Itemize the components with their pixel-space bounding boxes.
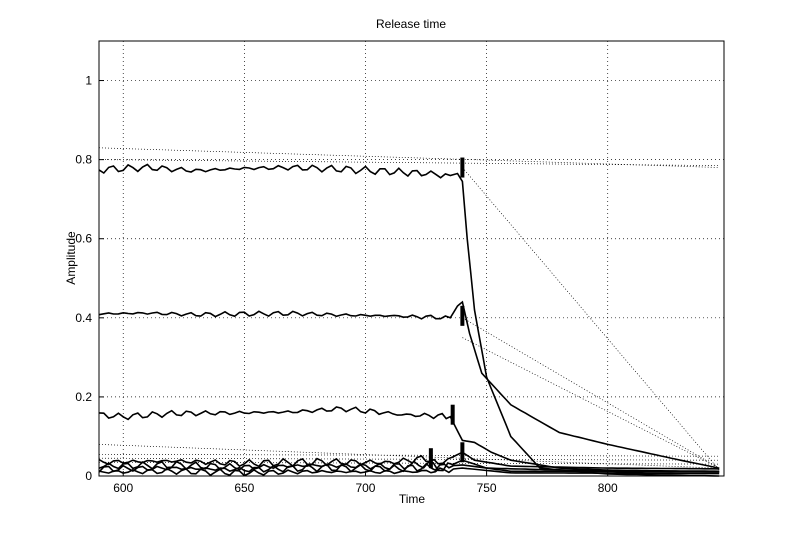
series-layer	[98, 147, 720, 477]
series-dotted-line	[98, 453, 720, 457]
series-dotted-line	[98, 159, 720, 166]
y-tick-label: 0.6	[75, 232, 92, 246]
chart-title: Release time	[376, 17, 446, 31]
y-tick-label: 0.4	[75, 311, 92, 325]
y-tick-label: 0	[85, 469, 92, 483]
series-line	[98, 300, 720, 469]
release-marker	[460, 442, 465, 463]
x-tick-label: 600	[113, 481, 133, 495]
series-line	[98, 467, 720, 477]
release-marker	[460, 305, 465, 326]
y-tick-label: 1	[85, 74, 92, 88]
x-tick-label: 750	[477, 481, 497, 495]
series-dotted-line	[98, 461, 720, 465]
x-tick-label: 700	[355, 481, 375, 495]
release-marker	[428, 448, 433, 469]
series-dotted-line	[98, 147, 720, 168]
axis-ticks: 600 650 700 750 800 0 0.2 0.4 0.6 0.8 1	[75, 74, 618, 495]
series-dotted-line	[462, 167, 720, 471]
y-axis-label: Amplitude	[64, 231, 78, 285]
x-tick-label: 800	[598, 481, 618, 495]
plot-frame	[98, 40, 725, 477]
grid-lines	[99, 41, 724, 477]
series-dotted-line	[462, 337, 720, 469]
release-marker	[450, 404, 455, 425]
series-dotted-line	[98, 457, 720, 461]
y-tick-label: 0.8	[75, 153, 92, 167]
y-tick-label: 0.2	[75, 390, 92, 404]
series-line	[98, 163, 720, 477]
x-axis-label: Time	[399, 492, 426, 506]
x-tick-label: 650	[234, 481, 254, 495]
series-line	[98, 462, 720, 473]
release-marker	[460, 157, 465, 178]
marker-layer	[428, 157, 465, 469]
